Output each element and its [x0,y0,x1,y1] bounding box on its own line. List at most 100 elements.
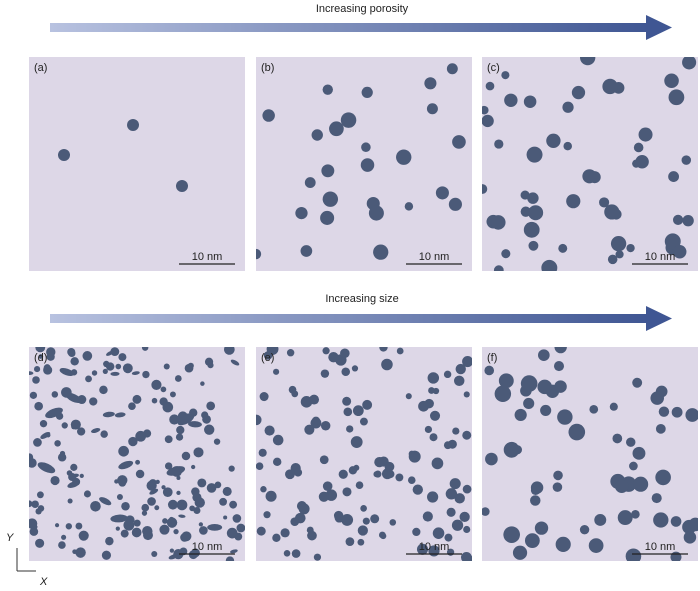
panel-label: (c) [487,62,500,74]
pore [658,406,670,417]
pore [164,435,173,444]
pore [333,510,344,521]
pore [328,351,339,363]
pore [374,470,382,478]
scale-bar-label: 10 nm [419,251,450,263]
pore [29,391,38,399]
pore [362,399,373,410]
pore [320,369,330,378]
pore [135,459,141,465]
pore [55,412,64,420]
pore [602,78,618,95]
pore [422,511,433,522]
pore [352,405,364,417]
pore [54,440,61,447]
pore [184,363,194,373]
pore [609,402,618,411]
pore [286,349,295,357]
pore [632,377,643,388]
pore [580,57,596,66]
pore [555,536,571,552]
pore [346,425,354,433]
pore [121,501,130,511]
pore [193,506,201,515]
pore [523,95,537,108]
pore [114,479,119,484]
pore [61,534,67,540]
pore [523,397,535,410]
pore [604,204,620,220]
pore [526,146,543,163]
pore [133,519,141,527]
pore [288,385,297,394]
pore [148,480,157,485]
pore [256,248,262,260]
pore [32,376,40,384]
pore [206,401,216,411]
pore [443,441,452,450]
pore [514,408,527,422]
pore [206,483,217,493]
pore [176,180,188,192]
pore [546,133,561,148]
arrow [50,306,672,331]
pore [342,396,352,406]
pore [626,437,636,447]
pore [37,462,56,474]
pore [191,487,200,496]
pore [396,347,404,355]
pore [451,519,464,531]
pore [72,477,81,486]
pore [683,531,697,544]
pore [309,394,320,405]
pore [359,417,368,426]
pore [482,105,489,115]
pore [180,533,189,542]
pore [75,547,86,558]
pore [448,197,462,211]
pore [151,379,162,390]
pore [631,510,640,519]
pore [501,71,510,80]
pore [553,470,563,481]
pore [370,514,380,524]
pore [459,511,470,523]
scale-bar-label: 10 nm [192,541,223,553]
pore [162,518,168,524]
pore [91,370,98,376]
pore [161,485,166,490]
pore [319,455,329,465]
pore [407,476,416,484]
pore [213,438,221,445]
pore [116,494,123,500]
pore [164,462,173,470]
pore [416,543,429,555]
pore [395,473,404,482]
pore [131,527,142,538]
pore [313,553,322,561]
pore [345,537,355,546]
pore [340,112,357,128]
pore [115,363,122,370]
pore [43,364,51,372]
pore [166,466,186,476]
pore [528,240,539,251]
pore [102,368,108,374]
pore [534,521,549,535]
pore [396,149,412,165]
pore [128,436,138,447]
pore [132,394,142,404]
arrow-label: Increasing porosity [316,3,409,15]
pore [360,505,367,512]
pore [78,530,89,541]
pore [612,433,623,444]
pore [429,433,438,442]
pore [445,488,458,500]
pore [79,473,84,478]
pore [553,361,565,372]
panel [482,57,698,271]
panel [29,347,245,561]
pore [230,549,238,554]
panel [482,347,698,561]
